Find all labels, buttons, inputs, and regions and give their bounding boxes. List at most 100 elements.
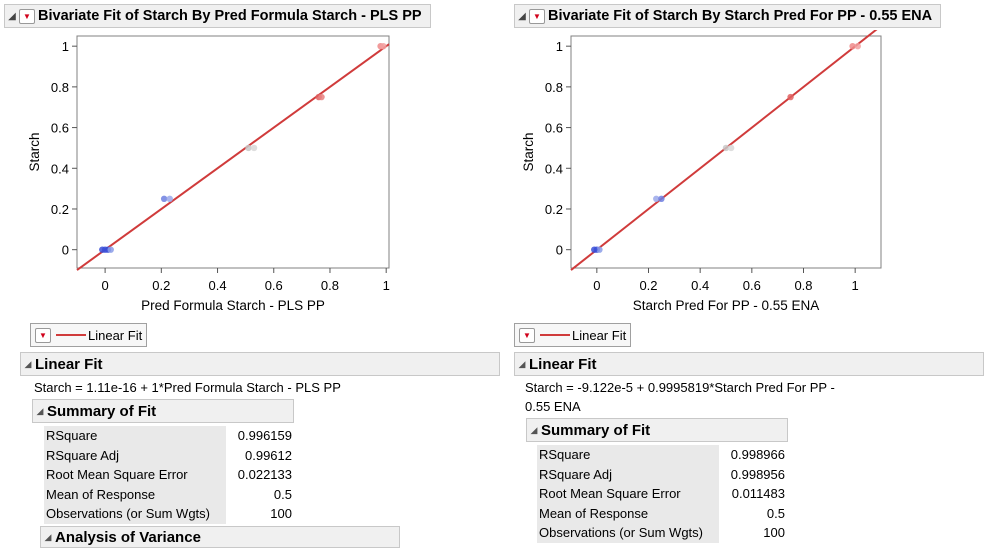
collapse-triangle-icon[interactable]: ◢ <box>518 358 526 369</box>
collapse-triangle-icon[interactable]: ◢ <box>24 358 32 369</box>
collapse-triangle-icon[interactable]: ◢ <box>8 10 16 22</box>
linear-fit-header[interactable]: ◢ Linear Fit <box>514 352 984 376</box>
right-report-header[interactable]: ◢ ▼ Bivariate Fit of Starch By Starch Pr… <box>514 4 942 28</box>
x-tick-label: 0 <box>101 278 108 293</box>
data-point <box>854 42 861 50</box>
row-value: 0.011483 <box>731 486 785 501</box>
row-label: RSquare Adj <box>537 464 719 484</box>
table-row: RSquare Adj 0.998956 <box>537 464 785 484</box>
data-point <box>107 246 114 253</box>
data-point <box>591 246 598 253</box>
row-value: 0.5 <box>766 505 785 521</box>
table-row: RSquare 0.996159 <box>44 426 292 446</box>
row-value: 0.998966 <box>730 447 785 462</box>
legend-label: Linear Fit <box>88 327 143 343</box>
y-tick-label: 0 <box>62 243 69 258</box>
summary-of-fit-table: RSquare 0.998966 RSquare Adj 0.998956 Ro… <box>537 445 785 543</box>
row-label: RSquare Adj <box>44 445 226 465</box>
table-row: Root Mean Square Error 0.022133 <box>44 465 292 485</box>
y-axis-label: Starch <box>27 132 42 171</box>
bivariate-plot[interactable]: 0 0.2 0.4 0.6 0.8 1 0 0.2 0.4 0.6 0.8 1 Pred Formula… <box>0 30 492 320</box>
y-tick-label: 0.8 <box>51 80 69 95</box>
row-label: Observations (or Sum Wgts) <box>44 504 226 524</box>
fit-line-swatch <box>540 334 570 336</box>
x-axis-label: Pred Formula Starch - PLS PP <box>141 298 325 313</box>
x-axis-label: Starch Pred For PP - 0.55 ENA <box>633 298 820 313</box>
section-title: Analysis of Variance <box>55 528 201 546</box>
data-point <box>160 195 168 203</box>
data-point <box>849 42 856 50</box>
data-point <box>653 195 660 203</box>
data-point <box>318 93 325 101</box>
row-value: 0.998956 <box>730 466 785 482</box>
y-axis-label: Starch <box>521 132 536 171</box>
collapse-triangle-icon[interactable]: ◢ <box>44 531 52 542</box>
report-title: Bivariate Fit of Starch By Pred Formula … <box>38 8 422 24</box>
data-point <box>250 144 258 152</box>
data-point <box>380 42 387 50</box>
section-title: Summary of Fit <box>47 402 157 420</box>
data-point <box>787 93 794 101</box>
data-point <box>99 246 106 253</box>
x-tick-label: 1 <box>383 278 390 293</box>
summary-of-fit-header[interactable]: ◢ Summary of Fit <box>32 399 294 423</box>
section-title: Linear Fit <box>529 355 597 373</box>
red-triangle-menu-icon[interactable]: ▼ <box>19 8 35 24</box>
x-tick-label: 0.8 <box>321 278 339 293</box>
y-tick-label: 0.6 <box>545 121 563 136</box>
equation-line: 0.55 ENA <box>525 399 581 414</box>
row-value: 0.5 <box>273 486 292 502</box>
red-triangle-menu-icon[interactable]: ▼ <box>529 8 545 24</box>
y-tick-label: 0.2 <box>51 202 69 217</box>
fit-equation: Starch = 1.11e-16 + 1*Pred Formula Starc… <box>34 380 341 395</box>
section-title: Linear Fit <box>35 355 103 373</box>
right-report-panel: ◢ ▼ Bivariate Fit of Starch By Starch Pr… <box>494 0 986 543</box>
y-tick-label: 0.4 <box>51 161 69 176</box>
x-tick-label: 0.8 <box>794 278 812 293</box>
row-label: RSquare <box>537 445 719 465</box>
y-tick-label: 1 <box>556 39 563 54</box>
y-tick-label: 0.6 <box>51 121 69 136</box>
fit-line-swatch <box>56 334 86 336</box>
collapse-triangle-icon[interactable]: ◢ <box>518 10 526 22</box>
row-label: Root Mean Square Error <box>537 484 719 504</box>
legend-linear-fit[interactable]: ▼ Linear Fit <box>30 323 148 347</box>
y-tick-label: 0 <box>556 243 563 258</box>
x-tick-label: 0 <box>593 278 600 293</box>
table-row: Observations (or Sum Wgts) 100 <box>537 523 785 543</box>
collapse-triangle-icon[interactable]: ◢ <box>36 405 44 416</box>
table-row: Mean of Response 0.5 <box>44 484 292 504</box>
y-tick-label: 0.4 <box>545 161 563 176</box>
table-row: Root Mean Square Error 0.011483 <box>537 484 785 504</box>
equation-line: Starch = -9.122e-5 + 0.9995819*Starch Pr… <box>525 380 835 395</box>
row-value: 0.022133 <box>237 467 292 482</box>
analysis-of-variance-header[interactable]: ◢ Analysis of Variance <box>40 526 400 548</box>
x-tick-label: 0.2 <box>639 278 657 293</box>
table-row: RSquare Adj 0.99612 <box>44 445 292 465</box>
data-point <box>658 195 665 203</box>
row-label: Mean of Response <box>537 503 719 523</box>
data-point <box>727 144 735 152</box>
row-label: Observations (or Sum Wgts) <box>537 523 719 543</box>
fit-line <box>76 43 390 271</box>
table-row: RSquare 0.998966 <box>537 445 785 465</box>
bivariate-plot[interactable]: 0 0.2 0.4 0.6 0.8 1 0 0.2 0.4 0.6 0.8 1 Starch Pred … <box>494 30 986 320</box>
red-triangle-menu-icon[interactable]: ▼ <box>35 327 51 343</box>
table-row: Observations (or Sum Wgts) 100 <box>44 504 292 524</box>
x-tick-label: 1 <box>852 278 859 293</box>
linear-fit-header[interactable]: ◢ Linear Fit <box>20 352 500 376</box>
legend-label: Linear Fit <box>572 327 627 343</box>
row-value: 0.99612 <box>245 447 292 463</box>
left-report-header[interactable]: ◢ ▼ Bivariate Fit of Starch By Pred Form… <box>4 4 431 28</box>
x-tick-label: 0.6 <box>265 278 283 293</box>
row-value: 100 <box>763 525 785 540</box>
summary-of-fit-header[interactable]: ◢ Summary of Fit <box>526 418 788 442</box>
collapse-triangle-icon[interactable]: ◢ <box>530 424 538 435</box>
legend-linear-fit[interactable]: ▼ Linear Fit <box>514 323 632 347</box>
section-title: Summary of Fit <box>541 421 651 439</box>
data-point <box>722 144 730 152</box>
x-tick-label: 0.2 <box>152 278 170 293</box>
red-triangle-menu-icon[interactable]: ▼ <box>519 327 535 343</box>
report-title: Bivariate Fit of Starch By Starch Pred F… <box>548 8 933 24</box>
row-value: 100 <box>270 506 292 521</box>
